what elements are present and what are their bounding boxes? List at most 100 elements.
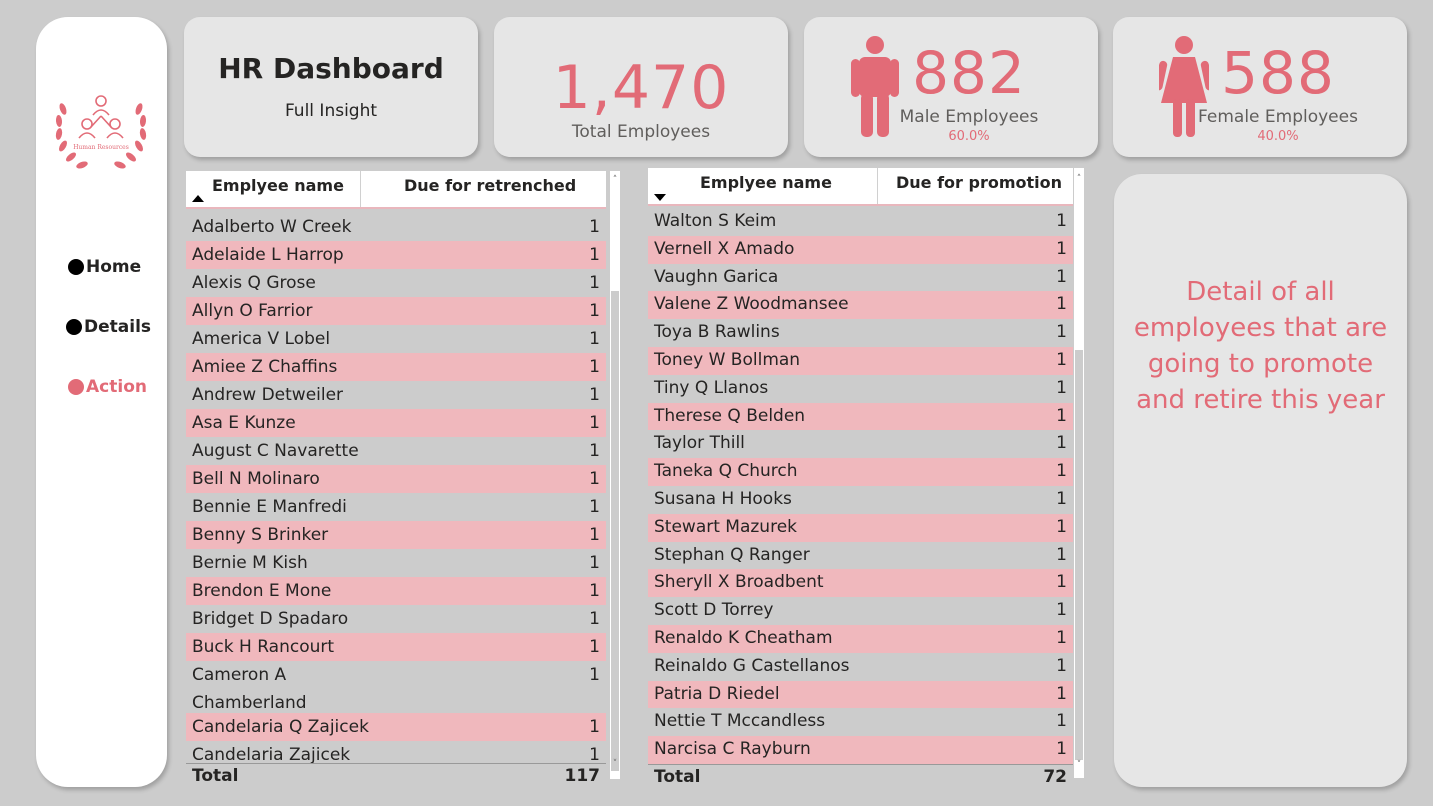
table-total-row: Total 117 — [186, 763, 606, 786]
scroll-down-icon[interactable]: ˅ — [1076, 760, 1082, 770]
page-title: HR Dashboard — [218, 52, 444, 85]
sort-ascending-icon[interactable] — [192, 195, 204, 202]
male-employees-label: Male Employees — [899, 107, 1039, 127]
table-header: Emplyee name Due for promotion — [648, 168, 1073, 206]
row-value: 1 — [1056, 349, 1067, 370]
retrenched-table[interactable]: Emplyee name Due for retrenched Adalbert… — [186, 171, 606, 791]
nav-home[interactable]: Home — [68, 257, 141, 277]
row-value: 1 — [589, 497, 600, 517]
table-row[interactable]: Narcisa C Rayburn 1 — [648, 736, 1073, 764]
sort-descending-icon[interactable] — [654, 194, 666, 201]
column-header-retrenched-label: Due for retrenched — [404, 176, 577, 195]
row-value: 1 — [1056, 322, 1067, 343]
employee-name: Vernell X Amado — [654, 238, 795, 259]
row-value: 1 — [589, 609, 600, 629]
table-row[interactable]: Adalberto W Creek 1 — [186, 213, 606, 241]
total-employees-value: 1,470 — [552, 53, 730, 123]
scroll-thumb[interactable] — [1075, 350, 1083, 760]
table-row[interactable]: Valene Z Woodmansee 1 — [648, 291, 1073, 320]
nav-details[interactable]: Details — [66, 317, 151, 337]
promotion-table-scrollbar[interactable]: ˄ ˅ — [1074, 168, 1084, 778]
employee-name: Amiee Z Chaffins — [192, 357, 338, 377]
nav-home-label: Home — [86, 257, 142, 277]
column-header-retrenched[interactable]: Due for retrenched — [361, 171, 606, 207]
table-row[interactable]: Therese Q Belden 1 — [648, 402, 1073, 431]
row-value: 1 — [589, 301, 600, 321]
employee-name: Toya B Rawlins — [654, 322, 780, 343]
employee-name: Narcisa C Rayburn — [654, 739, 811, 760]
circle-icon — [68, 259, 84, 275]
table-row[interactable]: Cameron A Chamberland 1 — [186, 661, 606, 713]
table-row[interactable]: Candelaria Zajicek 1 — [186, 741, 606, 769]
promotion-table[interactable]: Emplyee name Due for promotion Walton S … — [648, 168, 1073, 790]
table-body: Walton S Keim 1 Vernell X Amado 1 Vaughn Gar… — [648, 208, 1073, 764]
row-value: 1 — [1056, 544, 1067, 565]
table-row[interactable]: Adelaide L Harrop 1 — [186, 241, 606, 269]
table-row[interactable]: America V Lobel 1 — [186, 325, 606, 353]
employee-name: Brendon E Mone — [192, 581, 332, 601]
table-row[interactable]: Candelaria Q Zajicek 1 — [186, 713, 606, 741]
table-row[interactable]: Tiny Q Llanos 1 — [648, 375, 1073, 403]
table-row[interactable]: Sheryll X Broadbent 1 — [648, 569, 1073, 598]
nav-action[interactable]: Action — [68, 377, 147, 397]
table-row[interactable]: Andrew Detweiler 1 — [186, 381, 606, 409]
table-row[interactable]: Brendon E Mone 1 — [186, 577, 606, 605]
column-header-name[interactable]: Emplyee name — [648, 168, 878, 204]
table-row[interactable]: Stephan Q Ranger 1 — [648, 542, 1073, 570]
column-header-name[interactable]: Emplyee name — [186, 171, 361, 207]
total-label: Total — [654, 767, 701, 787]
table-row[interactable]: Toney W Bollman 1 — [648, 346, 1073, 375]
table-row[interactable]: Taylor Thill 1 — [648, 430, 1073, 458]
table-row[interactable]: Amiee Z Chaffins 1 — [186, 353, 606, 381]
row-value: 1 — [1056, 377, 1067, 398]
table-row[interactable]: Bell N Molinaro 1 — [186, 465, 606, 493]
table-row[interactable]: Asa E Kunze 1 — [186, 409, 606, 437]
scroll-down-icon[interactable]: ˅ — [612, 759, 618, 769]
row-value: 1 — [1056, 627, 1067, 648]
employee-name: Patria D Riedel — [654, 683, 780, 704]
human-resources-logo-icon: Human Resources — [55, 95, 147, 169]
row-value: 1 — [1056, 405, 1067, 426]
table-row[interactable]: Stewart Mazurek 1 — [648, 513, 1073, 542]
table-row[interactable]: Allyn O Farrior 1 — [186, 297, 606, 325]
row-value: 1 — [589, 469, 600, 489]
table-row[interactable]: Benny S Brinker 1 — [186, 521, 606, 549]
scroll-thumb[interactable] — [611, 291, 619, 771]
logo-text: Human Resources — [73, 144, 129, 151]
column-header-name-label: Emplyee name — [700, 173, 832, 192]
table-row[interactable]: Vaughn Garica 1 — [648, 264, 1073, 292]
table-row[interactable]: Reinaldo G Castellanos 1 — [648, 653, 1073, 681]
male-person-icon — [851, 36, 899, 137]
table-row[interactable]: Walton S Keim 1 — [648, 208, 1073, 236]
column-header-name-label: Emplyee name — [212, 176, 344, 195]
employee-name: Toney W Bollman — [654, 349, 801, 370]
total-employees-label: Total Employees — [571, 122, 711, 142]
scroll-up-icon[interactable]: ˄ — [1076, 174, 1082, 184]
table-row[interactable]: Vernell X Amado 1 — [648, 235, 1073, 264]
nav-details-label: Details — [84, 317, 152, 337]
table-row[interactable]: Bernie M Kish 1 — [186, 549, 606, 577]
nav-action-label: Action — [86, 377, 147, 397]
table-row[interactable]: Buck H Rancourt 1 — [186, 633, 606, 661]
table-row[interactable]: Taneka Q Church 1 — [648, 458, 1073, 486]
employee-name: Candelaria Q Zajicek — [192, 717, 369, 737]
table-row[interactable]: Bridget D Spadaro 1 — [186, 605, 606, 633]
retrenched-table-scrollbar[interactable]: ˄ ˅ — [610, 171, 620, 779]
employee-name: Bridget D Spadaro — [192, 609, 349, 629]
scroll-up-icon[interactable]: ˄ — [612, 175, 618, 185]
table-row[interactable]: Nettie T Mccandless 1 — [648, 708, 1073, 736]
column-header-promotion[interactable]: Due for promotion — [878, 168, 1073, 204]
table-row[interactable]: Alexis Q Grose 1 — [186, 269, 606, 297]
table-row[interactable]: Susana H Hooks 1 — [648, 486, 1073, 514]
table-row[interactable]: Patria D Riedel 1 — [648, 680, 1073, 709]
table-row[interactable]: Bennie E Manfredi 1 — [186, 493, 606, 521]
employee-name: Bernie M Kish — [192, 553, 308, 573]
row-value: 1 — [1056, 238, 1067, 259]
table-row[interactable]: Toya B Rawlins 1 — [648, 319, 1073, 347]
male-employees-value: 882 — [912, 39, 1026, 107]
row-value: 1 — [589, 637, 600, 657]
table-row[interactable]: August C Navarette 1 — [186, 437, 606, 465]
table-row[interactable]: Scott D Torrey 1 — [648, 597, 1073, 625]
total-label: Total — [192, 766, 239, 786]
table-row[interactable]: Renaldo K Cheatham 1 — [648, 624, 1073, 653]
